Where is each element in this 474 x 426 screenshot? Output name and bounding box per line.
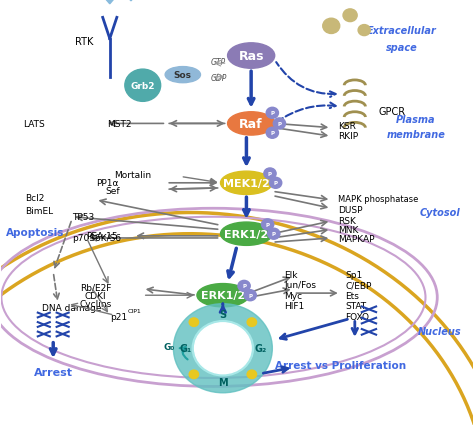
- Text: Arrest vs Proliferation: Arrest vs Proliferation: [275, 360, 406, 370]
- Text: PEA-15: PEA-15: [86, 232, 118, 241]
- Text: G₂: G₂: [255, 343, 267, 354]
- Text: GTP: GTP: [211, 58, 226, 67]
- Text: STAT: STAT: [346, 302, 366, 311]
- Ellipse shape: [220, 222, 273, 246]
- Text: RTK: RTK: [75, 37, 93, 46]
- Text: MST2: MST2: [107, 120, 131, 129]
- Circle shape: [173, 304, 273, 393]
- Text: Plasma: Plasma: [396, 115, 436, 125]
- Circle shape: [323, 19, 340, 35]
- Text: BimEL: BimEL: [25, 206, 53, 216]
- Circle shape: [189, 318, 199, 327]
- Text: Cytosol: Cytosol: [419, 208, 460, 218]
- Circle shape: [247, 318, 256, 327]
- Text: FOXO: FOXO: [346, 312, 369, 321]
- Text: C/EBP: C/EBP: [346, 280, 372, 289]
- Text: Cyclins: Cyclins: [80, 299, 112, 308]
- Text: membrane: membrane: [387, 130, 446, 140]
- Text: Raf: Raf: [239, 118, 263, 131]
- Text: LATS: LATS: [24, 120, 45, 129]
- Text: CDKI: CDKI: [85, 291, 107, 300]
- Circle shape: [262, 219, 274, 230]
- Text: ERK1/2: ERK1/2: [201, 291, 245, 300]
- Text: space: space: [386, 43, 418, 53]
- Text: S: S: [219, 310, 227, 320]
- Text: Jun/Fos: Jun/Fos: [284, 280, 316, 289]
- Text: Ets: Ets: [346, 291, 359, 300]
- Text: MAPK phosphatase: MAPK phosphatase: [338, 195, 419, 204]
- Text: Sos: Sos: [174, 71, 192, 80]
- Circle shape: [270, 178, 282, 189]
- Circle shape: [343, 10, 357, 23]
- Text: Ras: Ras: [238, 50, 264, 63]
- Circle shape: [195, 323, 251, 374]
- Circle shape: [238, 281, 250, 292]
- Circle shape: [192, 321, 254, 376]
- Ellipse shape: [197, 284, 249, 307]
- Text: P: P: [270, 111, 274, 116]
- Text: P: P: [248, 293, 252, 298]
- Text: P: P: [242, 284, 246, 289]
- Text: G₀: G₀: [163, 342, 174, 351]
- Text: P: P: [277, 122, 282, 127]
- Text: G₁: G₁: [179, 343, 191, 354]
- Text: CIP1: CIP1: [128, 309, 141, 314]
- Text: Grb2: Grb2: [130, 81, 155, 90]
- Polygon shape: [126, 0, 136, 2]
- Ellipse shape: [220, 172, 273, 195]
- Circle shape: [244, 290, 256, 301]
- Text: P: P: [268, 172, 272, 176]
- Text: Sp1: Sp1: [346, 270, 363, 279]
- Circle shape: [189, 370, 199, 379]
- Text: DUSP: DUSP: [338, 205, 363, 214]
- Text: KSR: KSR: [338, 122, 356, 131]
- Text: GDP: GDP: [211, 74, 228, 83]
- Text: Apoptosis: Apoptosis: [6, 227, 64, 237]
- Circle shape: [247, 370, 256, 379]
- Text: Bcl2: Bcl2: [25, 194, 45, 203]
- Text: MNK: MNK: [338, 225, 359, 234]
- Text: M: M: [218, 377, 228, 387]
- Text: ERK1/2: ERK1/2: [224, 229, 269, 239]
- Text: RKIP: RKIP: [338, 132, 358, 141]
- Circle shape: [273, 118, 285, 130]
- Text: P: P: [265, 222, 270, 227]
- Text: P: P: [270, 131, 274, 136]
- Text: Extracellular: Extracellular: [367, 26, 437, 36]
- Text: p21: p21: [110, 312, 127, 321]
- Text: Sef: Sef: [105, 187, 119, 196]
- Text: PP1α: PP1α: [96, 179, 118, 188]
- Ellipse shape: [165, 67, 201, 83]
- Polygon shape: [105, 0, 115, 5]
- Ellipse shape: [228, 112, 275, 136]
- Text: Rb/E2F: Rb/E2F: [80, 282, 111, 291]
- Text: Arrest: Arrest: [34, 367, 73, 377]
- Text: RSK: RSK: [338, 216, 356, 225]
- Circle shape: [268, 229, 280, 240]
- Text: DNA damage: DNA damage: [42, 304, 102, 313]
- Text: Myc: Myc: [284, 291, 302, 300]
- Text: P: P: [272, 232, 276, 237]
- Circle shape: [125, 70, 161, 102]
- Ellipse shape: [228, 44, 275, 69]
- Text: Nucleus: Nucleus: [418, 326, 461, 337]
- Text: MAPKAP: MAPKAP: [338, 235, 375, 244]
- Text: TP53: TP53: [72, 213, 94, 222]
- Text: Mortalin: Mortalin: [115, 170, 152, 179]
- Circle shape: [264, 169, 276, 180]
- Text: GPCR: GPCR: [378, 106, 405, 116]
- Circle shape: [266, 108, 278, 119]
- Circle shape: [266, 128, 278, 139]
- Text: p70S6K/S6: p70S6K/S6: [72, 233, 121, 242]
- Text: MEK1/2: MEK1/2: [223, 178, 270, 188]
- Text: HIF1: HIF1: [284, 302, 304, 311]
- Text: P: P: [273, 181, 278, 186]
- Text: Elk: Elk: [284, 270, 298, 279]
- Circle shape: [358, 26, 370, 37]
